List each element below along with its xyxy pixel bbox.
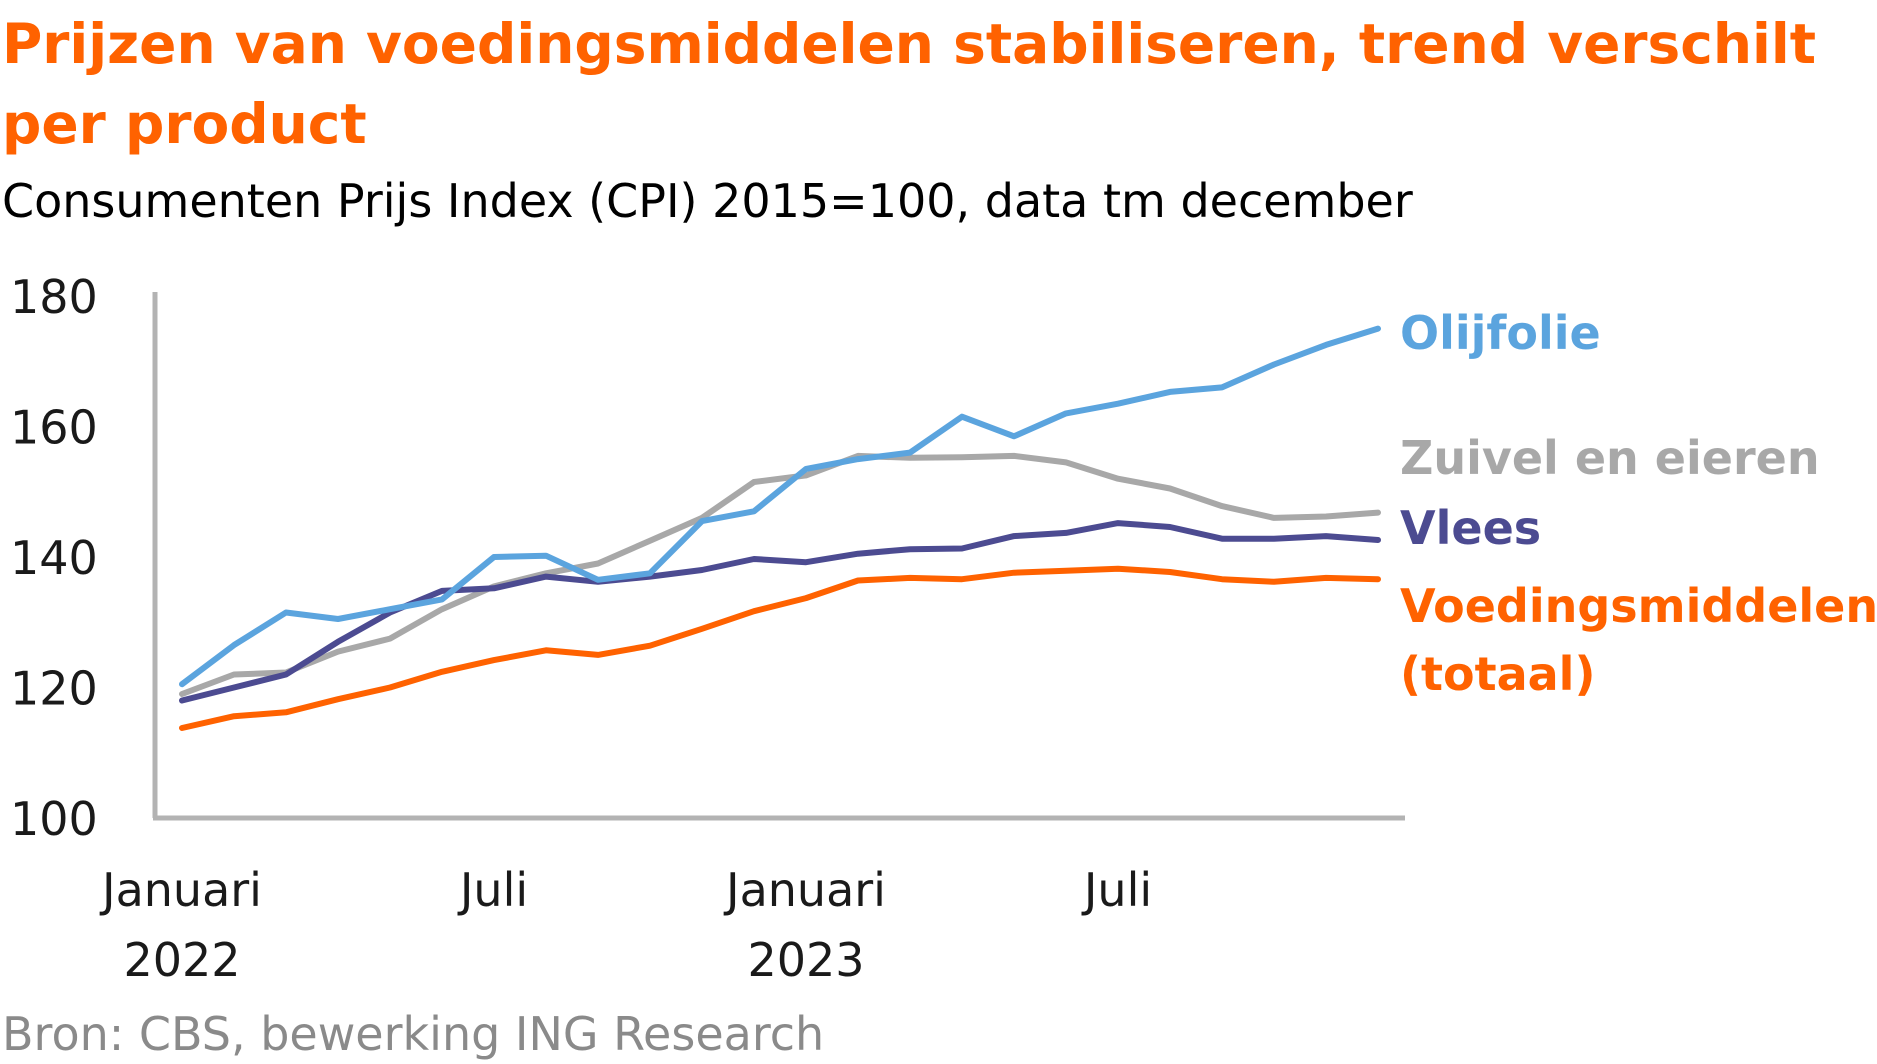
chart-title: Prijzen van voedingsmiddelen stabilisere…	[2, 12, 1817, 156]
x-tick-label: 2022	[123, 933, 240, 987]
series-line-vlees	[179, 520, 1381, 704]
chart-axes	[152, 292, 1405, 821]
x-tick-label: 2023	[747, 933, 864, 987]
chart-subtitle: Consumenten Prijs Index (CPI) 2015=100, …	[2, 174, 1413, 228]
x-tick-label: Januari	[99, 863, 262, 917]
series-line-olijfolie	[179, 325, 1381, 688]
series-label: Olijfolie	[1400, 306, 1601, 360]
tick-labels: 100 120 140 160 180 Januari 2022 Juli Januari 202…	[10, 270, 1152, 987]
series-label: Vlees	[1400, 501, 1541, 555]
y-tick-label: 160	[10, 401, 98, 455]
series-label: Zuivel en eieren	[1400, 431, 1820, 485]
series-line-zuivel-en-eieren	[179, 452, 1381, 697]
series-label: Voedingsmiddelen (totaal)	[1400, 579, 1877, 701]
series-lines	[179, 325, 1381, 731]
x-tick-label: Januari	[723, 863, 886, 917]
series-labels: Olijfolie Zuivel en eieren Vlees Voedingsmi…	[1400, 306, 1877, 701]
y-tick-label: 100	[10, 792, 98, 846]
series-line-voedingsmiddelen-totaal	[179, 565, 1381, 731]
line-chart: Olijfolie Zuivel en eieren Vlees Voedingsmi…	[10, 270, 1877, 987]
x-tick-label: Juli	[457, 863, 528, 917]
source-note: Bron: CBS, bewerking ING Research	[2, 1007, 825, 1061]
x-tick-label: Juli	[1081, 863, 1152, 917]
y-tick-label: 180	[10, 270, 98, 324]
y-tick-label: 140	[10, 531, 98, 585]
y-tick-label: 120	[10, 662, 98, 716]
